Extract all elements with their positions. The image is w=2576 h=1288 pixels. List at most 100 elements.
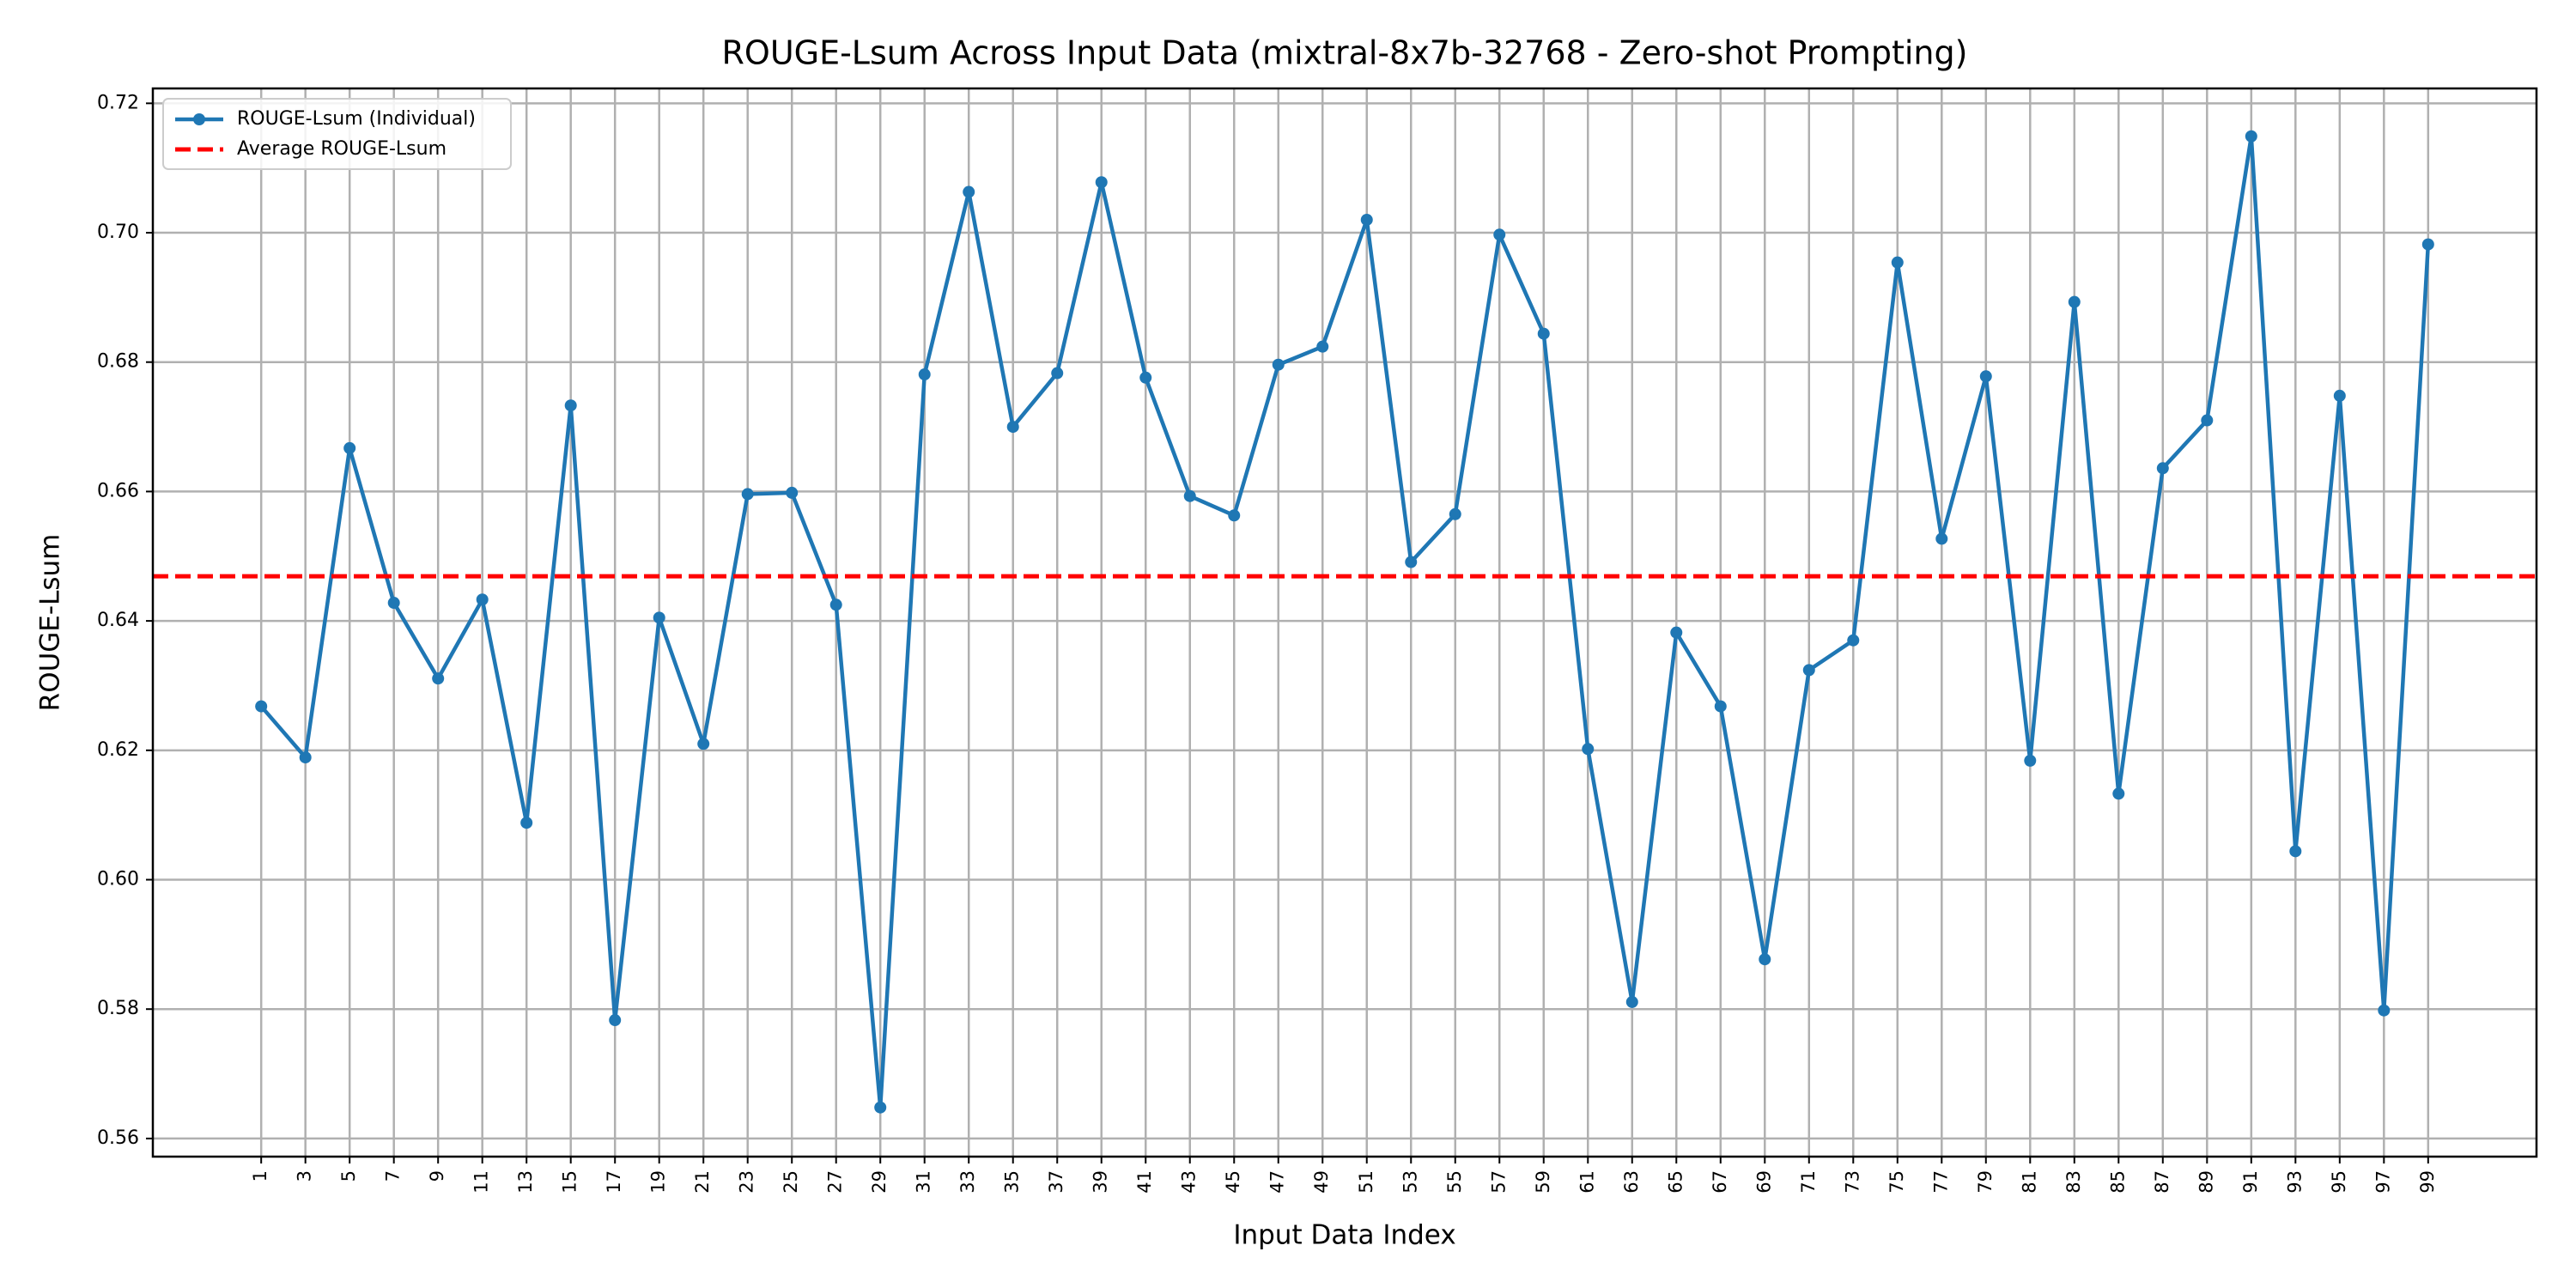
data-point [1051,367,1064,380]
x-tick-label: 89 [2196,1170,2216,1194]
data-point [1139,371,1152,384]
x-tick-label: 85 [2107,1170,2128,1194]
x-tick-label: 31 [914,1170,934,1194]
data-point [1493,228,1506,241]
x-tick-label: 65 [1665,1170,1686,1194]
data-point [1802,664,1815,677]
data-point [1449,507,1461,520]
y-tick-label: 0.66 [97,480,139,501]
x-tick-label: 93 [2284,1170,2305,1194]
data-point [1006,421,1019,434]
data-point [1272,358,1285,371]
chart-title: ROUGE-Lsum Across Input Data (mixtral-8x… [722,34,1968,72]
data-point [343,441,356,454]
x-tick-label: 97 [2372,1170,2393,1194]
data-point [387,597,400,610]
x-tick-label: 67 [1710,1170,1730,1194]
y-tick-label: 0.60 [97,869,139,890]
x-tick-label: 27 [825,1170,846,1194]
x-tick-label: 63 [1621,1170,1642,1194]
data-point [2156,462,2169,475]
x-tick-label: 91 [2240,1170,2261,1194]
y-tick-label: 0.72 [97,92,139,113]
data-point [1847,634,1860,647]
data-point [741,488,754,501]
data-point [2201,414,2214,427]
data-point [653,611,665,624]
x-tick-label: 41 [1134,1170,1155,1194]
data-point [1714,700,1727,713]
data-point [1625,995,1638,1008]
x-tick-label: 39 [1091,1170,1111,1194]
x-tick-label: 69 [1753,1170,1774,1194]
plot-frame [151,87,2538,1158]
y-tick-label: 0.68 [97,351,139,373]
x-tick-label: 29 [869,1170,890,1194]
x-tick-label: 3 [295,1170,315,1182]
x-tick-label: 17 [604,1170,624,1194]
y-tick-label: 0.70 [97,222,139,243]
data-point [1228,509,1241,522]
x-tick-label: 45 [1223,1170,1243,1194]
x-tick-label: 7 [383,1170,404,1182]
data-point [1935,532,1948,545]
data-point [2333,389,2346,402]
x-tick-label: 57 [1488,1170,1509,1194]
x-tick-label: 47 [1267,1170,1288,1194]
x-axis-label: Input Data Index [1233,1220,1455,1251]
data-point [564,399,577,412]
data-point [2378,1004,2391,1017]
legend-label: Average ROUGE-Lsum [237,138,447,160]
x-tick-label: 79 [1975,1170,1996,1194]
x-tick-label: 15 [560,1170,580,1194]
x-tick-label: 61 [1577,1170,1597,1194]
x-tick-label: 51 [1356,1170,1376,1194]
data-point [432,672,445,685]
x-tick-label: 55 [1444,1170,1465,1194]
y-tick-label: 0.64 [97,610,139,631]
data-point [2289,845,2302,858]
x-tick-label: 11 [471,1170,492,1194]
x-tick-label: 59 [1533,1170,1553,1194]
x-tick-label: 37 [1046,1170,1066,1194]
x-tick-label: 49 [1311,1170,1332,1194]
data-point [2421,238,2434,251]
data-point [1360,213,1373,226]
x-tick-label: 53 [1400,1170,1420,1194]
data-point [2024,754,2037,767]
data-point [1891,256,1904,269]
data-point [786,486,799,499]
x-tick-label: 43 [1179,1170,1200,1194]
legend-swatch-marker [193,113,205,125]
data-point [1582,743,1595,756]
x-tick-label: 19 [648,1170,669,1194]
data-point [697,738,710,750]
data-point [520,817,533,829]
data-point [1405,556,1418,568]
data-point [918,368,931,381]
data-point [963,185,975,198]
x-tick-label: 87 [2152,1170,2172,1194]
data-point [609,1014,622,1027]
y-tick-label: 0.58 [97,998,139,1019]
data-point [2068,295,2081,308]
y-tick-label: 0.56 [97,1127,139,1149]
x-tick-label: 35 [1002,1170,1023,1194]
x-tick-label: 25 [781,1170,801,1194]
data-point [255,700,268,713]
x-tick-label: 13 [515,1170,536,1194]
data-point [1537,327,1550,340]
x-tick-label: 9 [427,1170,447,1182]
x-tick-label: 5 [338,1170,359,1182]
x-tick-label: 1 [250,1170,270,1182]
y-axis-label: ROUGE-Lsum [35,534,66,712]
data-point [1183,489,1196,502]
data-point [1316,340,1329,353]
x-tick-label: 77 [1930,1170,1951,1194]
x-tick-label: 33 [957,1170,978,1194]
y-tick-label: 0.62 [97,739,139,761]
data-point [1670,626,1683,639]
legend-box [162,98,512,170]
x-tick-label: 71 [1798,1170,1819,1194]
